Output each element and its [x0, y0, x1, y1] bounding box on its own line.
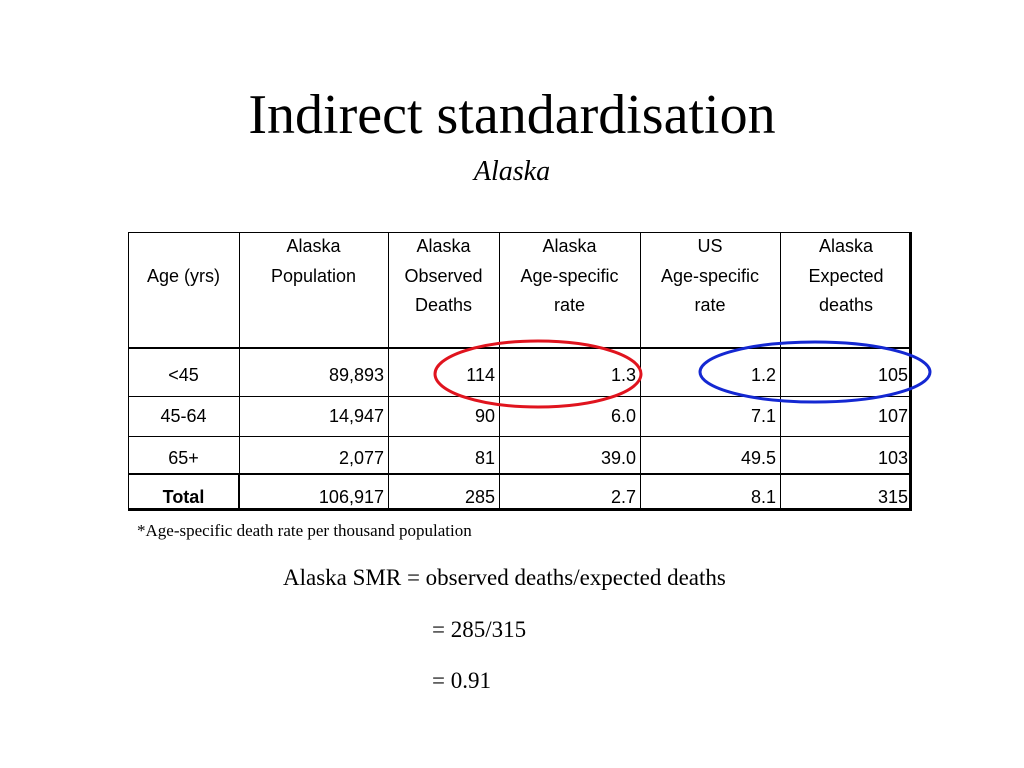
table-cell: 6.0: [610, 406, 636, 426]
formula-line: = 0.91: [432, 668, 491, 693]
table-cell: 14,947: [328, 406, 384, 426]
row-divider: [128, 436, 912, 437]
red-highlight: [433, 339, 643, 409]
row-label: 65+: [168, 448, 199, 468]
row-label: 45-64: [160, 406, 207, 426]
table-cell: 81: [474, 448, 495, 468]
table-cell: 103: [877, 448, 908, 468]
column-top-header: Alaska: [286, 236, 341, 256]
column-top-header: US: [697, 236, 723, 256]
table-cell: 105: [877, 365, 908, 385]
column-header: Population: [270, 266, 357, 286]
table-cell: 39.0: [600, 448, 636, 468]
slide-subtitle: Alaska: [473, 156, 551, 187]
table-cell: 90: [474, 406, 495, 426]
blue-highlight: [698, 340, 932, 404]
table-cell: 114: [466, 365, 495, 385]
column-header: Expected: [808, 266, 884, 286]
column-top-header: Alaska: [416, 236, 471, 256]
formula-line: = 285/315: [432, 617, 527, 642]
footnote: *Age-specific death rate per thousand po…: [137, 521, 472, 540]
column-divider: [239, 232, 240, 511]
table-cell: 107: [877, 406, 908, 426]
column-header: Observed: [404, 266, 483, 286]
column-divider: [388, 232, 389, 511]
table-border: [128, 508, 912, 511]
column-header: Age-specific: [520, 266, 619, 286]
row-label: Total: [162, 487, 205, 507]
table-cell: 285: [464, 487, 495, 507]
column-top-header: Alaska: [818, 236, 874, 256]
table-cell: 8.1: [750, 487, 776, 507]
formula-line: Alaska SMR = observed deaths/expected de…: [283, 565, 726, 590]
column-header: Age-specific: [660, 266, 760, 286]
table-cell: 49.5: [740, 448, 776, 468]
column-header: rate: [694, 295, 726, 315]
table-cell: 1.3: [610, 365, 636, 385]
table-border: [909, 232, 912, 511]
table-cell: 315: [877, 487, 908, 507]
column-header: rate: [553, 295, 586, 315]
total-divider: [238, 474, 240, 511]
column-header: Age (yrs): [146, 266, 220, 286]
table: Age (yrs) Alaska Population Alaska Observed D…: [128, 232, 912, 511]
row-divider: [128, 396, 912, 397]
column-header: deaths: [818, 295, 874, 315]
table-border: [128, 232, 912, 233]
table-cell: 2.7: [610, 487, 636, 507]
table-cell: 89,893: [328, 365, 384, 385]
total-divider: [128, 473, 912, 475]
table-border: [128, 232, 129, 511]
slide-title: Indirect standardisation: [248, 84, 776, 146]
column-divider: [780, 232, 781, 511]
table-cell: 1.2: [750, 365, 776, 385]
row-label: <45: [168, 365, 199, 385]
column-top-header: Alaska: [542, 236, 597, 256]
table-cell: 106,917: [318, 487, 384, 507]
column-header: Deaths: [414, 295, 473, 315]
column-divider: [499, 232, 500, 511]
table-cell: 2,077: [338, 448, 384, 468]
table-cell: 7.1: [750, 406, 776, 426]
header-divider: [128, 347, 912, 349]
